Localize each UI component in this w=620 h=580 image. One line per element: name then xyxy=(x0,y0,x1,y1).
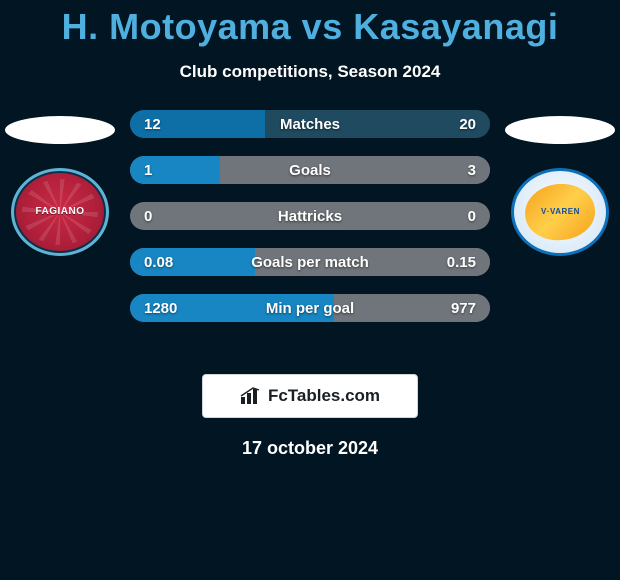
left-player-marker xyxy=(5,116,115,144)
stat-label: Hattricks xyxy=(130,208,490,225)
stat-row-hattricks: 00Hattricks xyxy=(130,202,490,230)
stat-bars: 1220Matches 13Goals 00Hattricks 0.080.15Goa… xyxy=(130,110,490,322)
stat-row-goals: 13Goals xyxy=(130,156,490,184)
brand-box[interactable]: FcTables.com xyxy=(202,374,418,418)
right-player-marker xyxy=(505,116,615,144)
subtitle: Club competitions, Season 2024 xyxy=(0,62,620,82)
stat-label: Matches xyxy=(130,116,490,133)
date-line: 17 october 2024 xyxy=(0,438,620,459)
brand-text: FcTables.com xyxy=(268,386,380,406)
stat-label: Goals per match xyxy=(130,254,490,271)
stat-label: Goals xyxy=(130,162,490,179)
left-club-badge: FAGIANO xyxy=(11,168,109,256)
right-club-short: V·VAREN xyxy=(541,208,580,216)
right-club-inner: V·VAREN xyxy=(522,180,597,243)
comparison-card: H. Motoyama vs Kasayanagi Club competiti… xyxy=(0,0,620,580)
right-player-column: V·VAREN xyxy=(500,110,620,256)
left-player-column: FAGIANO xyxy=(0,110,120,256)
stat-label: Min per goal xyxy=(130,300,490,317)
bar-chart-icon xyxy=(240,387,262,405)
stat-row-mpg: 1280977Min per goal xyxy=(130,294,490,322)
left-club-short: FAGIANO xyxy=(35,207,84,217)
right-club-badge: V·VAREN xyxy=(511,168,609,256)
page-title: H. Motoyama vs Kasayanagi xyxy=(0,0,620,48)
stat-row-matches: 1220Matches xyxy=(130,110,490,138)
comparison-body: FAGIANO V·VAREN 1220Matches 13Goals 00Hatt… xyxy=(0,110,620,350)
stat-row-gpm: 0.080.15Goals per match xyxy=(130,248,490,276)
